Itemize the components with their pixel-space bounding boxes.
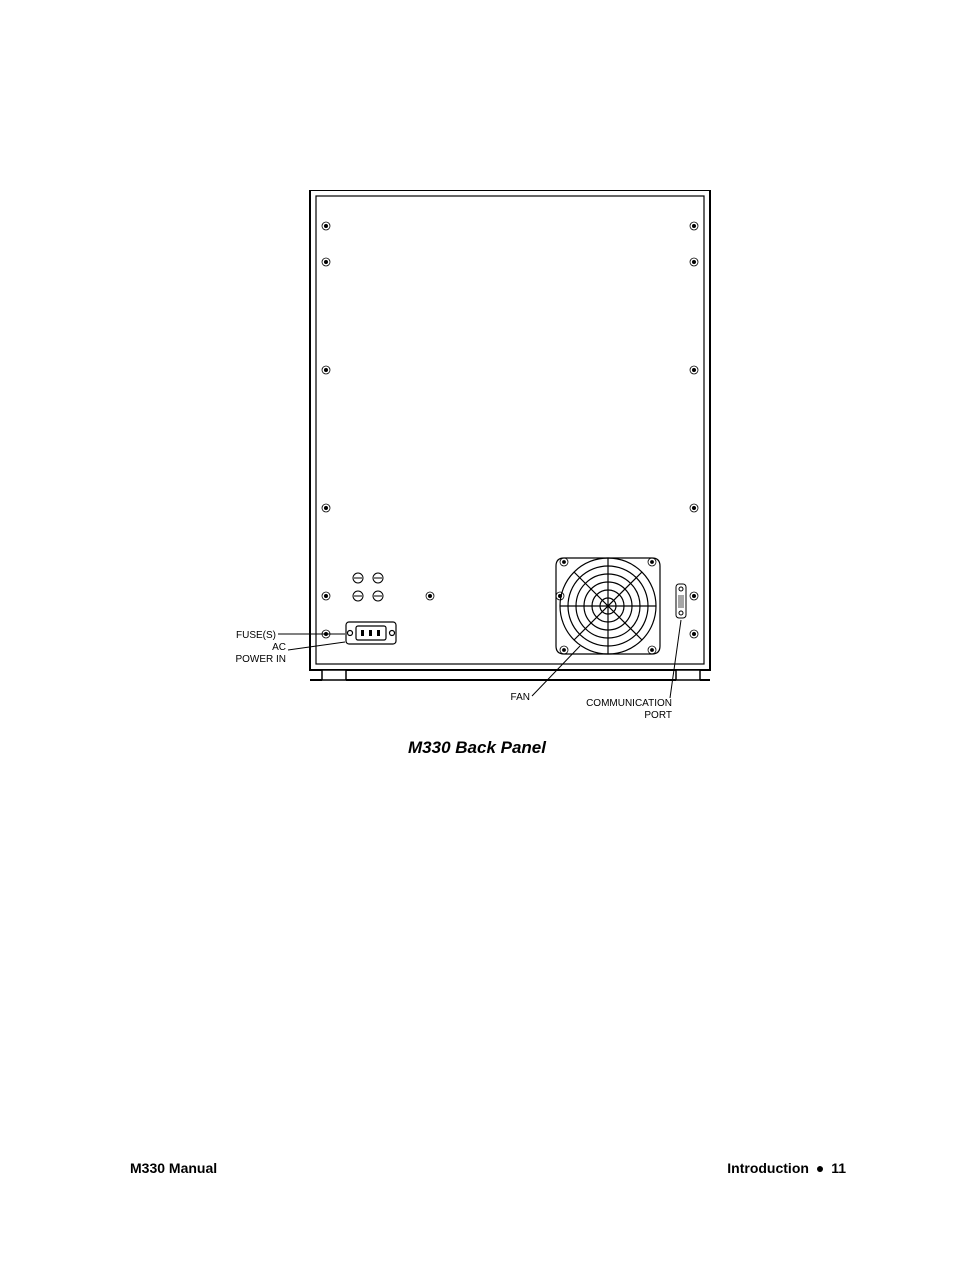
label-fan: FAN xyxy=(511,692,530,703)
page-footer: M330 Manual Introduction ● 11 xyxy=(130,1160,846,1176)
back-panel-diagram: FUSE(S) AC POWER IN FAN COMMUNICATION PO… xyxy=(230,190,720,720)
footer-left: M330 Manual xyxy=(130,1160,217,1176)
figure-caption: M330 Back Panel xyxy=(0,738,954,758)
label-fuse: FUSE(S) xyxy=(236,630,276,641)
label-comm-line2: PORT xyxy=(644,710,672,720)
label-ac-line2: POWER IN xyxy=(235,654,286,665)
footer-right: Introduction ● 11 xyxy=(727,1160,846,1176)
label-ac-line1: AC xyxy=(272,642,286,653)
label-comm-line1: COMMUNICATION xyxy=(586,698,672,709)
